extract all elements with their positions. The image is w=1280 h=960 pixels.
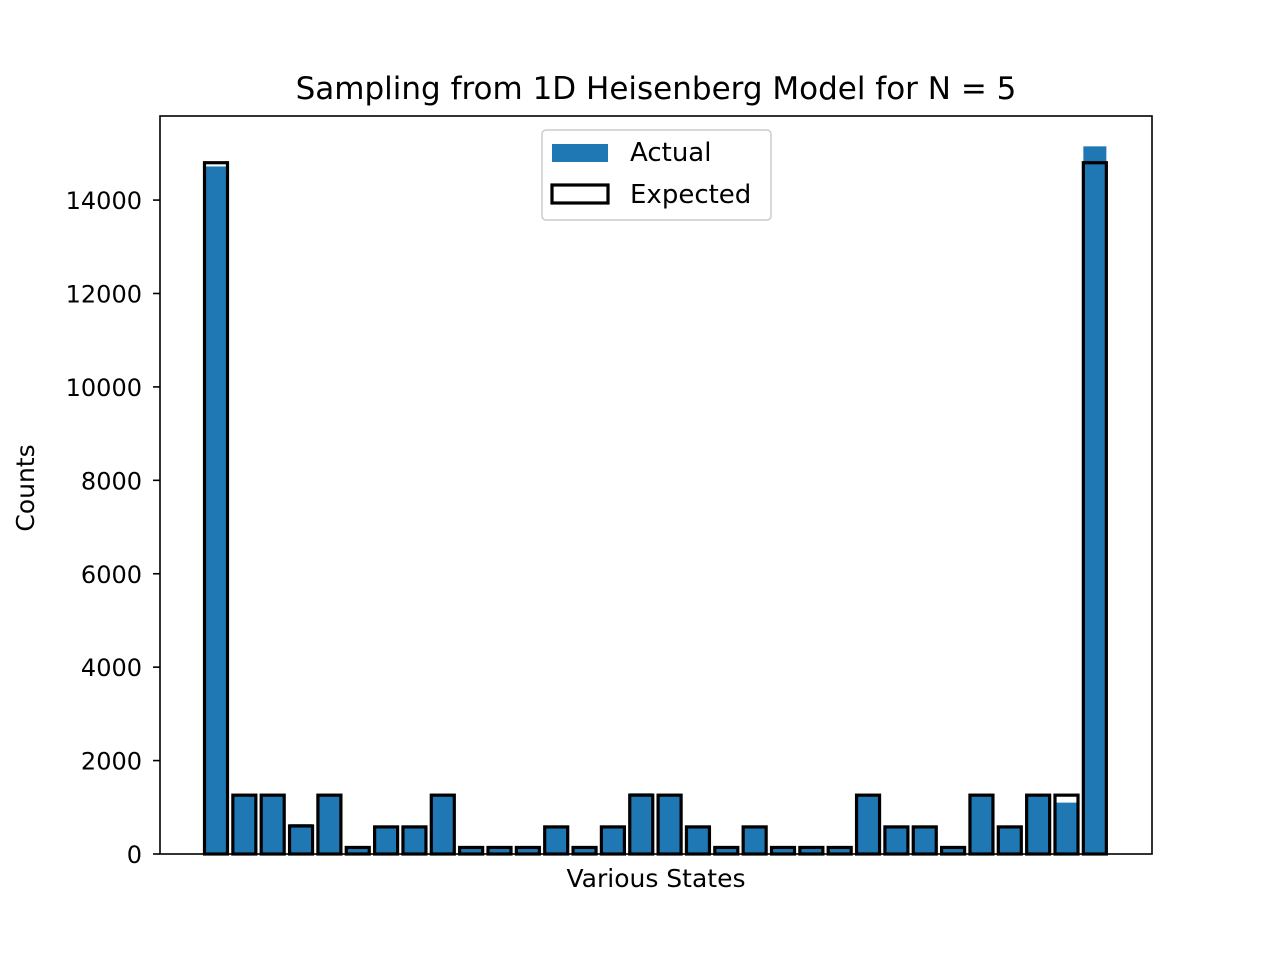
y-tick-label: 12000 (66, 280, 142, 308)
bar-actual (601, 826, 625, 854)
bar-actual (913, 826, 937, 854)
bar-actual (346, 847, 370, 854)
y-tick-label: 4000 (81, 654, 142, 682)
plot-frame (159, 115, 1153, 855)
y-axis: 0 2000 4000 6000 8000 10000 12000 14000 (66, 187, 160, 869)
bar-actual (261, 795, 285, 854)
bars-group (202, 146, 1108, 856)
bar-actual (969, 794, 993, 854)
bar-actual (573, 847, 597, 854)
bar-actual (1083, 146, 1107, 855)
bar-actual (374, 826, 398, 854)
legend-label-expected: Expected (630, 180, 751, 210)
y-axis-label: Counts (11, 444, 40, 531)
bar-actual (488, 847, 511, 854)
bar-actual (941, 847, 965, 854)
bar-actual (686, 826, 710, 854)
bar-actual (629, 793, 653, 854)
bar-actual (1026, 794, 1050, 854)
bar-actual (402, 826, 426, 854)
bar-actual (232, 795, 256, 854)
x-axis-label: Various States (566, 864, 745, 893)
bar-actual (799, 847, 823, 854)
bar-actual (884, 826, 908, 854)
y-tick-label: 14000 (66, 187, 142, 215)
y-tick-label: 2000 (81, 748, 142, 776)
bar-actual (459, 847, 483, 854)
y-tick-label: 6000 (81, 561, 142, 589)
bar-actual (516, 847, 540, 854)
legend-swatch-actual (552, 144, 608, 162)
bar-actual (998, 826, 1022, 854)
legend-swatch-expected (550, 183, 610, 205)
bar-actual (856, 794, 880, 854)
bar-actual (714, 847, 738, 854)
bar-actual (771, 847, 795, 854)
chart-title: Sampling from 1D Heisenberg Model for N … (296, 71, 1017, 107)
bar-actual (828, 847, 852, 854)
y-tick-label: 0 (127, 841, 142, 869)
bar-actual (1055, 802, 1078, 854)
bar-actual (317, 794, 341, 854)
bar-actual (544, 826, 568, 854)
bar-actual (658, 794, 682, 854)
y-tick-label: 8000 (81, 467, 142, 495)
legend-label-actual: Actual (630, 138, 711, 168)
bar-actual (431, 794, 455, 854)
bar-actual (204, 166, 228, 854)
bar-actual (289, 824, 313, 854)
y-tick-label: 10000 (66, 374, 142, 402)
bar-actual (743, 826, 767, 854)
legend: Actual Expected (541, 129, 772, 221)
